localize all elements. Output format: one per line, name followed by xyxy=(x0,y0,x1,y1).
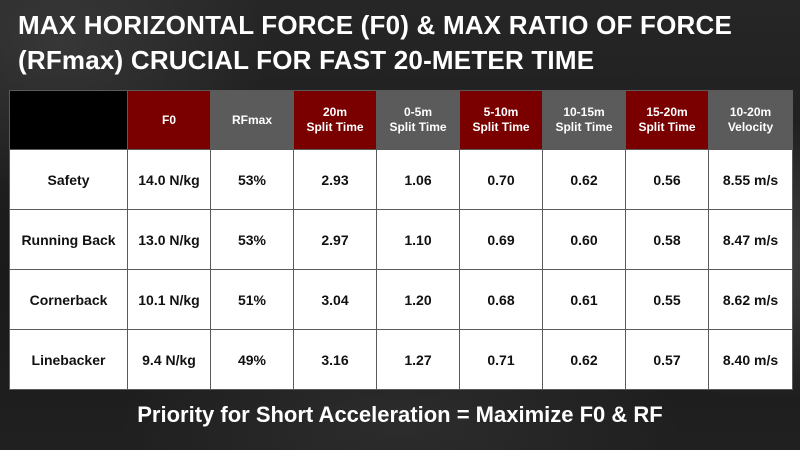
column-header: 10-20m Velocity xyxy=(708,90,793,150)
row-label: Running Back xyxy=(9,209,128,270)
table-cell: 2.93 xyxy=(293,149,377,210)
table-cell: 51% xyxy=(210,269,294,330)
table-cell: 0.55 xyxy=(625,269,709,330)
table-cell: 8.47 m/s xyxy=(708,209,793,270)
column-header: 10-15m Split Time xyxy=(542,90,626,150)
table-cell: 0.70 xyxy=(459,149,543,210)
table-cell: 8.40 m/s xyxy=(708,329,793,390)
table-cell: 0.60 xyxy=(542,209,626,270)
table-cell: 9.4 N/kg xyxy=(127,329,211,390)
table-corner-cell xyxy=(9,90,128,150)
table-cell: 0.71 xyxy=(459,329,543,390)
table-row: Safety 14.0 N/kg 53% 2.93 1.06 0.70 0.62 0.56 8.… xyxy=(9,149,793,210)
table-header-row: F0 RFmax 20m Split Time 0-5m Split Time 5-10m S… xyxy=(9,90,793,150)
table-cell: 2.97 xyxy=(293,209,377,270)
table-cell: 8.55 m/s xyxy=(708,149,793,210)
table-cell: 0.58 xyxy=(625,209,709,270)
table-row: Cornerback 10.1 N/kg 51% 3.04 1.20 0.68 0.61 0.… xyxy=(9,269,793,330)
table-row: Running Back 13.0 N/kg 53% 2.97 1.10 0.69 0.60… xyxy=(9,209,793,270)
table-cell: 3.16 xyxy=(293,329,377,390)
table-cell: 10.1 N/kg xyxy=(127,269,211,330)
table-cell: 14.0 N/kg xyxy=(127,149,211,210)
column-header: 0-5m Split Time xyxy=(376,90,460,150)
row-label: Cornerback xyxy=(9,269,128,330)
table-cell: 0.56 xyxy=(625,149,709,210)
table-cell: 0.62 xyxy=(542,329,626,390)
table-row: Linebacker 9.4 N/kg 49% 3.16 1.27 0.71 0.62 0.5… xyxy=(9,329,793,390)
column-header: RFmax xyxy=(210,90,294,150)
table-cell: 0.61 xyxy=(542,269,626,330)
table-cell: 0.68 xyxy=(459,269,543,330)
table-cell: 1.27 xyxy=(376,329,460,390)
row-label: Safety xyxy=(9,149,128,210)
slide-title: MAX HORIZONTAL FORCE (F0) & MAX RATIO OF… xyxy=(18,10,733,75)
table-cell: 53% xyxy=(210,209,294,270)
table-body: Safety 14.0 N/kg 53% 2.93 1.06 0.70 0.62 0.56 8.… xyxy=(9,149,793,390)
data-table: F0 RFmax 20m Split Time 0-5m Split Time 5-10m S… xyxy=(9,90,793,390)
table-cell: 1.10 xyxy=(376,209,460,270)
table-cell: 3.04 xyxy=(293,269,377,330)
column-header: 15-20m Split Time xyxy=(625,90,709,150)
column-header: 20m Split Time xyxy=(293,90,377,150)
table-cell: 0.57 xyxy=(625,329,709,390)
table-cell: 13.0 N/kg xyxy=(127,209,211,270)
footer-caption: Priority for Short Acceleration = Maximi… xyxy=(137,402,663,427)
table-cell: 0.62 xyxy=(542,149,626,210)
column-header: 5-10m Split Time xyxy=(459,90,543,150)
row-label: Linebacker xyxy=(9,329,128,390)
table-cell: 49% xyxy=(210,329,294,390)
table-cell: 53% xyxy=(210,149,294,210)
column-header: F0 xyxy=(127,90,211,150)
table-cell: 1.20 xyxy=(376,269,460,330)
table-cell: 0.69 xyxy=(459,209,543,270)
table-cell: 8.62 m/s xyxy=(708,269,793,330)
table-cell: 1.06 xyxy=(376,149,460,210)
